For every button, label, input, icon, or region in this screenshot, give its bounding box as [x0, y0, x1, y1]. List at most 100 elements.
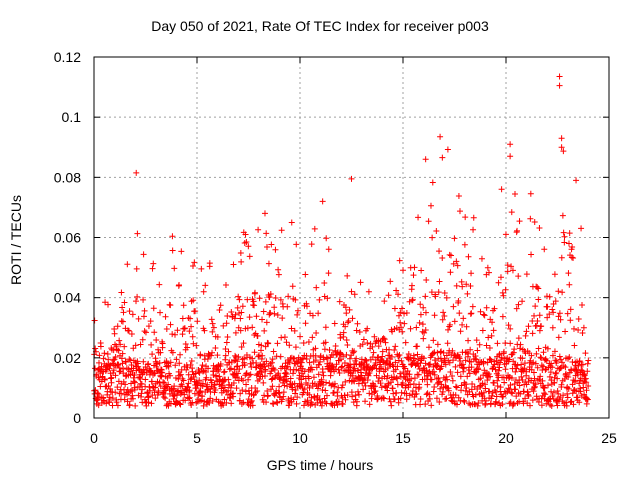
data-point: [156, 360, 163, 367]
data-point: [565, 240, 572, 247]
data-point: [131, 379, 138, 386]
data-point: [133, 298, 140, 305]
data-point: [535, 345, 542, 352]
data-point: [467, 346, 474, 353]
data-point: [118, 355, 125, 362]
data-point: [242, 388, 249, 395]
data-point: [417, 396, 424, 403]
data-point: [548, 388, 555, 395]
data-point: [310, 374, 317, 381]
data-point: [95, 359, 102, 366]
data-point: [460, 365, 467, 372]
data-point: [578, 367, 585, 374]
data-point: [392, 366, 399, 373]
data-point: [508, 209, 515, 216]
data-point: [336, 298, 343, 305]
data-point: [204, 381, 211, 388]
data-point: [549, 306, 556, 313]
data-point: [504, 262, 511, 269]
data-point: [243, 238, 250, 245]
data-point: [145, 323, 152, 330]
data-point: [284, 363, 291, 370]
data-point: [322, 387, 329, 394]
x-tick-label: 0: [90, 430, 98, 446]
data-point: [523, 271, 530, 278]
data-point: [467, 282, 474, 289]
data-point: [375, 354, 382, 361]
data-point: [496, 350, 503, 357]
data-point: [309, 366, 316, 373]
data-point: [397, 309, 404, 316]
data-point: [568, 254, 575, 261]
data-point: [282, 360, 289, 367]
data-point: [321, 346, 328, 353]
data-point: [224, 334, 231, 341]
data-point: [240, 377, 247, 384]
data-point: [212, 387, 219, 394]
data-point: [177, 401, 184, 408]
data-point: [186, 387, 193, 394]
data-point: [464, 373, 471, 380]
data-point: [547, 369, 554, 376]
data-point: [276, 383, 283, 390]
data-point: [314, 392, 321, 399]
data-point: [240, 340, 247, 347]
data-point: [400, 267, 407, 274]
data-point: [106, 394, 113, 401]
data-point: [488, 392, 495, 399]
data-point: [190, 373, 197, 380]
data-point: [351, 291, 358, 298]
data-point: [384, 372, 391, 379]
data-point: [501, 379, 508, 386]
data-point: [304, 397, 311, 404]
data-point: [325, 270, 332, 277]
data-point: [453, 401, 460, 408]
data-point: [247, 399, 254, 406]
data-point: [100, 355, 107, 362]
data-point: [407, 354, 414, 361]
data-point: [476, 341, 483, 348]
notable-data-point: [556, 73, 563, 80]
data-point: [209, 349, 216, 356]
y-tick-label: 0.12: [54, 49, 81, 65]
data-point: [434, 349, 441, 356]
data-point: [208, 352, 215, 359]
data-point: [417, 311, 424, 318]
data-point: [416, 366, 423, 373]
data-point: [447, 368, 454, 375]
data-point: [462, 387, 469, 394]
data-point: [162, 387, 169, 394]
data-point: [351, 348, 358, 355]
data-point: [371, 333, 378, 340]
data-point: [230, 379, 237, 386]
x-tick-label: 20: [498, 430, 514, 446]
data-point: [228, 400, 235, 407]
data-point: [241, 362, 248, 369]
data-point: [298, 381, 305, 388]
data-point: [580, 384, 587, 391]
data-point: [324, 355, 331, 362]
data-point: [191, 390, 198, 397]
data-point: [488, 332, 495, 339]
data-point: [575, 326, 582, 333]
data-point: [555, 288, 562, 295]
data-point: [270, 348, 277, 355]
notable-data-point: [558, 135, 565, 142]
data-point: [467, 310, 474, 317]
data-point: [214, 352, 221, 359]
data-point: [212, 345, 219, 352]
data-point: [261, 373, 268, 380]
data-point: [184, 383, 191, 390]
data-point: [510, 401, 517, 408]
data-point: [217, 302, 224, 309]
data-point: [323, 379, 330, 386]
data-point: [444, 146, 451, 153]
data-point: [338, 364, 345, 371]
data-point: [150, 305, 157, 312]
data-point: [449, 377, 456, 384]
data-point: [472, 391, 479, 398]
data-point: [387, 278, 394, 285]
data-point: [511, 191, 518, 198]
data-point: [387, 398, 394, 405]
data-point: [285, 293, 292, 300]
